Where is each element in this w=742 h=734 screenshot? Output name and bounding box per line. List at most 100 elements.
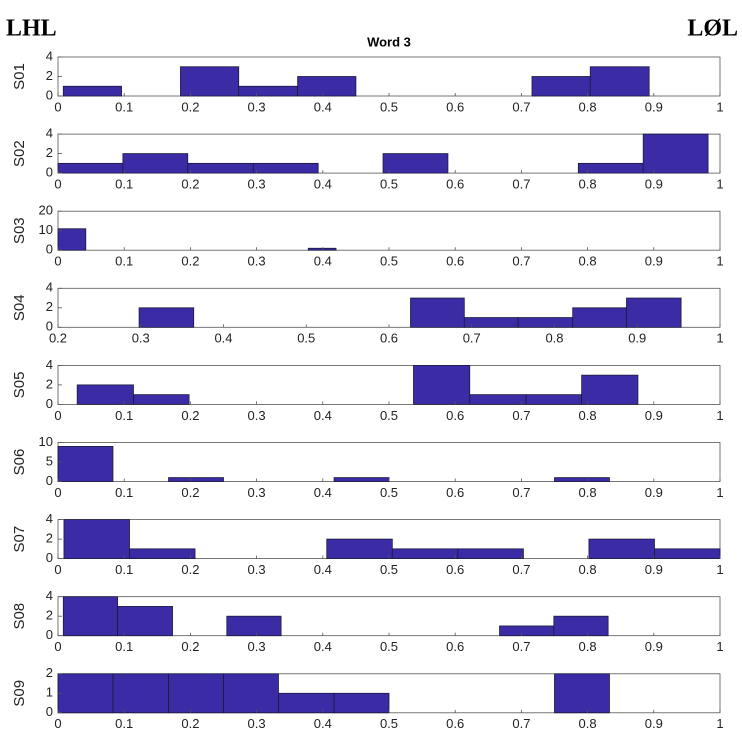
x-tick-label: 0.6 (446, 485, 464, 500)
x-tick-label: 0.7 (512, 485, 530, 500)
x-tick-label: 0.9 (645, 99, 663, 114)
y-tick-label: 1 (46, 685, 53, 700)
bar (168, 477, 224, 482)
x-tick-label: 0.3 (132, 331, 150, 346)
bar (112, 673, 169, 714)
x-tick-label: 0.3 (248, 408, 266, 423)
bar (382, 153, 449, 174)
x-tick-label: 0.6 (446, 254, 464, 269)
x-tick-label: 0.9 (645, 716, 663, 731)
y-tick-label: 5 (46, 453, 53, 468)
bar (517, 317, 574, 328)
x-tick-label: 0.5 (380, 177, 398, 192)
bar (391, 548, 459, 559)
x-tick-label: 0.2 (49, 331, 67, 346)
bar (57, 673, 114, 714)
bar (297, 76, 357, 97)
x-tick-label: 0.1 (115, 485, 133, 500)
x-tick-label: 0.6 (446, 99, 464, 114)
y-tick-label: 0 (46, 550, 53, 565)
x-tick-label: 0.3 (248, 639, 266, 654)
bar (133, 394, 190, 405)
x-tick-label: 0.1 (115, 716, 133, 731)
bar (117, 606, 173, 637)
bar (572, 307, 627, 328)
bar (76, 384, 134, 405)
y-axis-label: S05 (11, 372, 28, 399)
y-axis-label: S04 (11, 294, 28, 321)
x-tick-label: 0.3 (248, 716, 266, 731)
x-tick-label: 0.9 (645, 485, 663, 500)
x-tick-label: 0.5 (380, 562, 398, 577)
x-tick-label: 0.3 (248, 562, 266, 577)
x-tick-label: 0.9 (645, 562, 663, 577)
x-tick-label: 0.8 (545, 331, 563, 346)
x-tick-label: 0.8 (579, 254, 597, 269)
x-tick-label: 0.5 (380, 716, 398, 731)
x-tick-label: 0.4 (314, 639, 332, 654)
x-tick-label: 0 (54, 408, 61, 423)
bar (62, 596, 118, 637)
x-tick-label: 0.7 (512, 716, 530, 731)
x-tick-label: 0.6 (446, 639, 464, 654)
bar (554, 477, 610, 482)
x-tick-label: 0.4 (314, 408, 332, 423)
bar (642, 133, 709, 174)
bar (589, 66, 650, 97)
x-tick-label: 0.7 (512, 639, 530, 654)
bar (525, 394, 583, 405)
x-tick-label: 0.8 (579, 99, 597, 114)
x-tick-label: 0.6 (380, 331, 398, 346)
y-axis-label: S07 (11, 526, 28, 553)
y-tick-label: 4 (46, 126, 53, 141)
x-tick-label: 0.5 (380, 99, 398, 114)
bar (138, 307, 195, 328)
y-tick-label: 2 (46, 665, 53, 680)
x-tick-label: 1 (716, 331, 723, 346)
bar (168, 673, 224, 714)
bar (226, 615, 282, 637)
y-tick-label: 0 (46, 319, 53, 334)
x-tick-label: 0.2 (181, 254, 199, 269)
bar (122, 153, 189, 174)
x-tick-label: 0 (54, 716, 61, 731)
axes-frame (57, 442, 721, 482)
x-tick-label: 0.9 (645, 408, 663, 423)
x-tick-label: 0.6 (446, 408, 464, 423)
y-tick-label: 0 (46, 165, 53, 180)
x-tick-label: 0.6 (446, 562, 464, 577)
y-axis-label: S09 (11, 680, 28, 707)
x-tick-label: 1 (716, 254, 723, 269)
bar (278, 692, 335, 714)
x-tick-label: 0.5 (380, 485, 398, 500)
y-axis-label: S03 (11, 217, 28, 244)
y-tick-label: 2 (46, 376, 53, 391)
x-tick-label: 0.6 (446, 716, 464, 731)
bar (577, 162, 644, 174)
x-tick-label: 0.3 (248, 254, 266, 269)
x-tick-label: 0.7 (512, 408, 530, 423)
x-tick-label: 0.7 (512, 562, 530, 577)
y-tick-label: 4 (46, 511, 53, 526)
x-tick-label: 0.2 (181, 716, 199, 731)
bar (626, 297, 682, 328)
y-tick-label: 0 (46, 627, 53, 642)
bar (223, 673, 279, 714)
x-tick-label: 0.8 (579, 485, 597, 500)
bar (333, 692, 390, 714)
bar (187, 162, 254, 174)
x-tick-label: 0.3 (248, 485, 266, 500)
x-tick-label: 0.4 (214, 331, 232, 346)
x-tick-label: 0.8 (579, 562, 597, 577)
x-tick-label: 0.5 (380, 639, 398, 654)
bar (581, 374, 639, 405)
y-axis-label: S06 (11, 449, 28, 476)
x-tick-label: 0.4 (314, 485, 332, 500)
x-tick-label: 0.8 (579, 177, 597, 192)
y-tick-label: 10 (39, 434, 53, 449)
bar (554, 673, 610, 714)
x-tick-label: 0.9 (645, 177, 663, 192)
y-axis-label: S01 (11, 63, 28, 90)
x-tick-label: 0.4 (314, 254, 332, 269)
bar (413, 364, 471, 405)
